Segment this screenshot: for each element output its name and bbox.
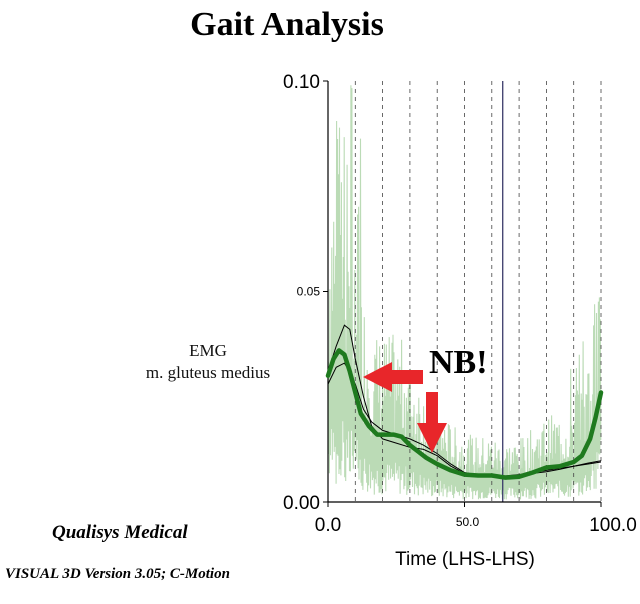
y-label-line-1: EMG [189, 341, 227, 360]
mean-emg-line [325, 348, 604, 480]
footer-software: VISUAL 3D Version 3.05; C-Motion [5, 566, 230, 582]
y-tick-label-0: 0.00 [283, 493, 320, 514]
y-tick-label-2: 0.10 [283, 72, 320, 93]
x-tick-label-2: 100.0 [589, 515, 637, 536]
chart-title: Gait Analysis [190, 6, 384, 43]
y-axis-label: EMG m. gluteus medius [118, 340, 298, 384]
nb-annotation: NB! [429, 344, 488, 381]
raw-emg-trace [327, 85, 602, 500]
arrow-down-icon [417, 392, 447, 453]
raw-emg-layer [327, 85, 602, 500]
y-label-line-2: m. gluteus medius [145, 363, 271, 382]
footer-company: Qualisys Medical [52, 522, 188, 543]
arrow-left-icon [363, 362, 423, 392]
x-tick-label-1: 50.0 [456, 515, 480, 529]
series-layer [325, 324, 604, 480]
arrow-layer [363, 362, 447, 453]
y-tick-label-1: 0.05 [297, 285, 321, 299]
x-axis-label: Time (LHS-LHS) [395, 549, 535, 570]
tick-label-layer: 0.00 0.05 0.10 0.0 50.0 100.0 Time (LHS-LHS) [283, 72, 637, 570]
reference-upper-line [327, 324, 602, 477]
grid-layer [354, 81, 602, 502]
x-tick-label-0: 0.0 [315, 515, 341, 536]
axis-layer [323, 80, 602, 507]
